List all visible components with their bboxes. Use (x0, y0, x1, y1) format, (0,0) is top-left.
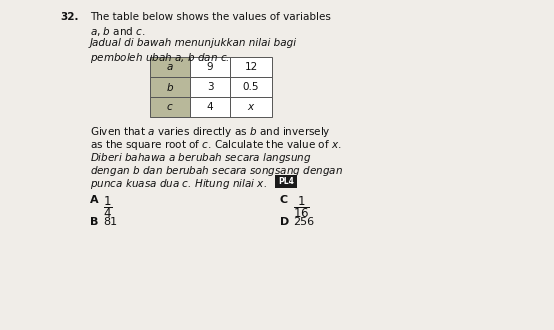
Text: $b$: $b$ (166, 81, 174, 93)
Text: 0.5: 0.5 (243, 82, 259, 92)
Text: $a$: $a$ (166, 62, 174, 72)
Text: $x$: $x$ (247, 102, 255, 112)
Text: $\dfrac{1}{16}$: $\dfrac{1}{16}$ (293, 194, 310, 220)
Text: $a$, $b$ and $c$.: $a$, $b$ and $c$. (90, 25, 146, 38)
Text: 9: 9 (207, 62, 213, 72)
Text: 12: 12 (244, 62, 258, 72)
Bar (190, 57, 230, 77)
Text: D: D (280, 217, 289, 227)
Text: PL4: PL4 (278, 177, 294, 186)
Text: Jadual di bawah menunjukkan nilai bagi: Jadual di bawah menunjukkan nilai bagi (90, 38, 297, 48)
Text: $c$: $c$ (166, 102, 174, 112)
Bar (150, 97, 190, 117)
Text: The table below shows the values of variables: The table below shows the values of vari… (90, 12, 331, 22)
Text: A: A (90, 195, 99, 205)
Text: C: C (280, 195, 288, 205)
Text: 3: 3 (207, 82, 213, 92)
Bar (190, 97, 230, 117)
Text: B: B (90, 217, 99, 227)
Text: 32.: 32. (60, 12, 79, 22)
Text: Diberi bahawa $a$ berubah secara langsung: Diberi bahawa $a$ berubah secara langsun… (90, 151, 311, 165)
Bar (150, 77, 190, 97)
Text: 81: 81 (103, 217, 117, 227)
Bar (230, 57, 272, 77)
Text: $\dfrac{1}{4}$: $\dfrac{1}{4}$ (103, 194, 112, 220)
Text: dengan $b$ dan berubah secara songsang dengan: dengan $b$ dan berubah secara songsang d… (90, 164, 343, 178)
Bar (150, 57, 190, 77)
Bar (190, 77, 230, 97)
Bar (275, 175, 297, 188)
Bar (230, 77, 272, 97)
Text: 4: 4 (207, 102, 213, 112)
Text: pemboleh ubah $a$, $b$ dan $c$.: pemboleh ubah $a$, $b$ dan $c$. (90, 51, 230, 65)
Text: Given that $a$ varies directly as $b$ and inversely: Given that $a$ varies directly as $b$ an… (90, 125, 331, 139)
Bar (230, 97, 272, 117)
Text: punca kuasa dua $c$. Hitung nilai $x$.: punca kuasa dua $c$. Hitung nilai $x$. (90, 177, 267, 191)
Text: 256: 256 (293, 217, 314, 227)
Text: as the square root of $c$. Calculate the value of $x$.: as the square root of $c$. Calculate the… (90, 138, 342, 152)
